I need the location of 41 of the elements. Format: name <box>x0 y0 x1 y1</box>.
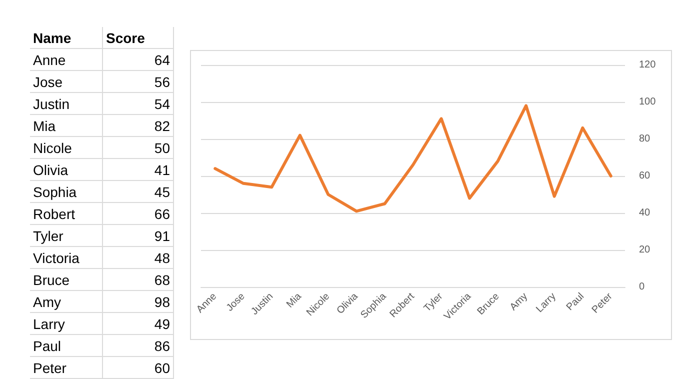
text: 54 <box>102 92 174 114</box>
text: Justin <box>30 92 102 114</box>
text: 45 <box>102 180 174 202</box>
y-tick-label: 60 <box>639 170 651 182</box>
text: Sophia <box>30 180 102 202</box>
text: Tyler <box>30 224 102 246</box>
text: Victoria <box>30 246 102 268</box>
line-series <box>214 104 612 213</box>
text: 98 <box>102 290 174 312</box>
text: 50 <box>102 136 174 158</box>
text: 48 <box>102 246 174 268</box>
text: 49 <box>102 312 174 334</box>
text: Bruce <box>30 268 102 290</box>
x-tick-label: Mia <box>284 290 304 310</box>
text: Jose <box>30 70 102 92</box>
text: Mia <box>30 114 102 136</box>
text: Nicole <box>30 136 102 158</box>
y-tick-label: 120 <box>639 60 656 70</box>
text: 86 <box>102 334 174 356</box>
text: 60 <box>102 356 174 378</box>
text: 41 <box>102 158 174 180</box>
text: 68 <box>102 268 174 290</box>
text: Score <box>102 27 174 48</box>
text: 91 <box>102 224 174 246</box>
y-tick-label: 20 <box>639 244 651 256</box>
y-tick-label: 0 <box>639 282 645 292</box>
text: Robert <box>30 202 102 224</box>
y-tick-label: 100 <box>639 96 656 108</box>
text: Anne <box>30 48 102 70</box>
text: 82 <box>102 114 174 136</box>
text: Name <box>30 27 102 48</box>
text: Larry <box>30 312 102 334</box>
y-tick-label: 40 <box>639 208 651 218</box>
text: 64 <box>102 48 174 70</box>
text: Peter <box>30 356 102 378</box>
text: Paul <box>30 334 102 356</box>
y-tick-label: 80 <box>639 134 651 144</box>
text: Olivia <box>30 158 102 180</box>
text: 66 <box>102 202 174 224</box>
text: 56 <box>102 70 174 92</box>
x-tick-label: Jose <box>224 290 248 314</box>
